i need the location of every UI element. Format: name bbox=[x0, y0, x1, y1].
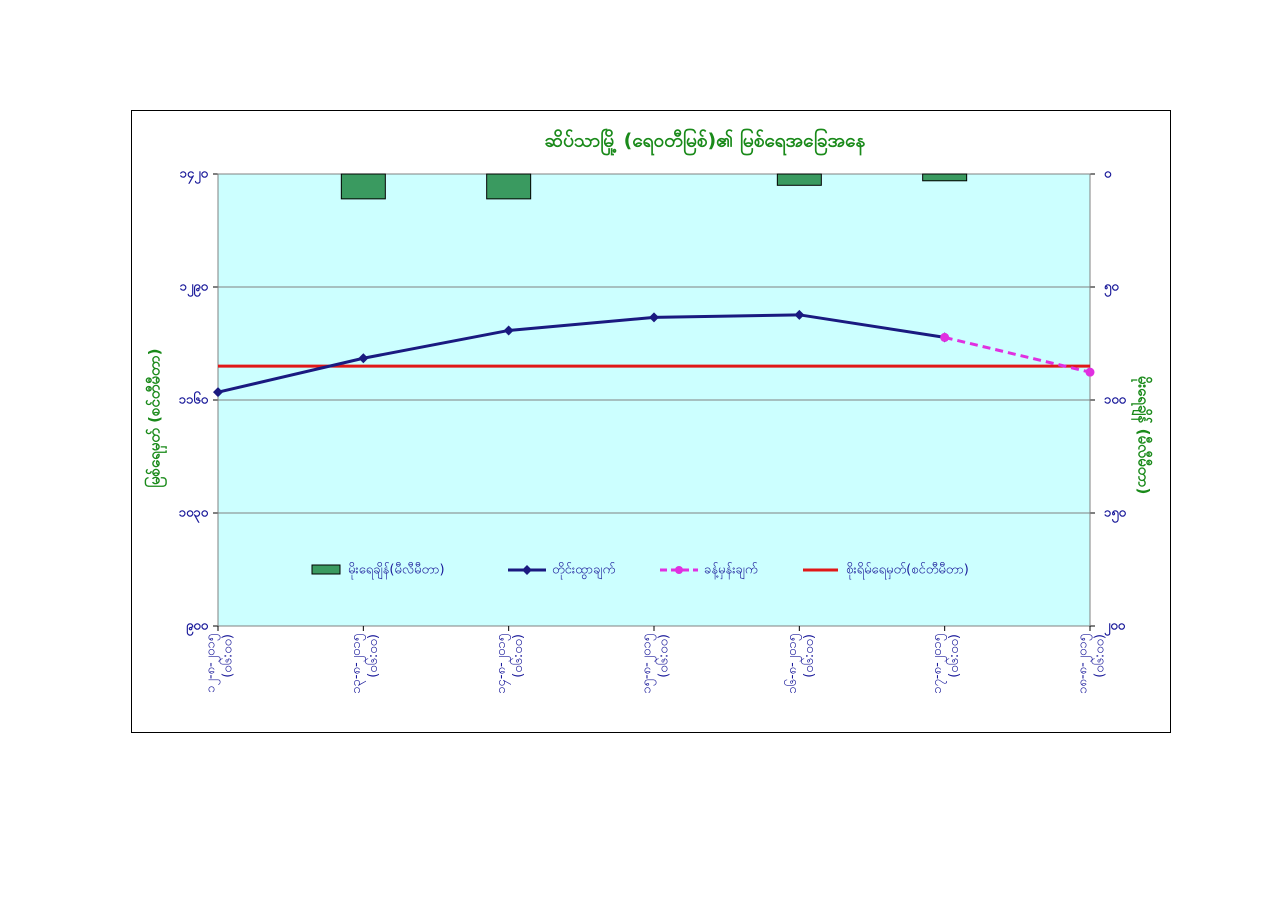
x-tick-label: (၀၆:၀၀) bbox=[801, 634, 817, 678]
marker bbox=[940, 332, 950, 342]
x-tick-label: ၁၂-၈-၂၀၁၅ bbox=[204, 634, 221, 693]
x-tick-label: ၁၆-၈-၂၀၁၅ bbox=[784, 634, 802, 694]
y-tick-label: ၁၄၂၀ bbox=[180, 167, 209, 185]
legend-label: ခန့်မှန်းချက် bbox=[704, 562, 758, 580]
legend-marker bbox=[522, 565, 532, 575]
x-tick-label: ၁၇-၈-၂၀၁၅ bbox=[930, 634, 947, 694]
x-tick-label: (၀၆:၀၀) bbox=[1092, 634, 1108, 678]
x-tick-label: ၁၄-၈-၂၀၁၅ bbox=[494, 634, 511, 694]
marker bbox=[358, 353, 369, 364]
y-tick-label: ၁၁၆၀ bbox=[179, 391, 209, 408]
legend-swatch bbox=[311, 564, 341, 575]
marker bbox=[213, 387, 223, 398]
x-tick-label: ၁၃-၈-၂၀၁၅ bbox=[349, 634, 366, 694]
marker bbox=[503, 325, 514, 336]
x-tick-label: ၁၅-၈-၂၀၁၅ bbox=[640, 634, 657, 694]
y2-tick-label: ၁၅၀ bbox=[1104, 506, 1127, 524]
y-tick-label: ၁၂၉၀ bbox=[180, 280, 209, 298]
bar bbox=[922, 173, 968, 182]
legend-label: တိုင်းထွာချက် bbox=[552, 562, 615, 580]
x-tick-label: (၀၆:၀၀) bbox=[656, 634, 672, 678]
y-tick-label: ၁၀၃၀ bbox=[179, 506, 209, 524]
legend-label: စိုးရိမ်ရေမှတ်(စင်တီမီတာ) bbox=[846, 562, 969, 580]
marker bbox=[649, 312, 659, 323]
y2-axis-label: မိုးရေချိန် (မီလီမီတာ) bbox=[1131, 376, 1154, 495]
marker bbox=[1085, 367, 1095, 377]
marker bbox=[794, 309, 805, 320]
y2-tick-label: ၂၀၀ bbox=[1104, 619, 1126, 637]
y2-tick-label: ၅၀ bbox=[1104, 280, 1119, 298]
observed-line bbox=[217, 313, 945, 394]
x-tick-label: (၀၆:၀၀) bbox=[220, 634, 236, 678]
y2-tick-label: ၀ bbox=[1104, 167, 1112, 182]
y-tick-label: ၉၀၀ bbox=[186, 619, 209, 637]
bar bbox=[486, 173, 532, 200]
x-tick-label: ၁၈-၈-၂၀၁၅ bbox=[1076, 634, 1093, 694]
x-tick-label: (၀၆:၀၀) bbox=[510, 634, 526, 678]
bar bbox=[340, 173, 386, 200]
y2-tick-label: ၁၀၀ bbox=[1104, 393, 1127, 408]
forecast-line bbox=[944, 335, 1091, 374]
x-tick-label: (၀၆:၀၀) bbox=[365, 634, 381, 678]
bar bbox=[776, 173, 822, 186]
legend-marker bbox=[675, 566, 683, 574]
legend-label: မိုးရေချိန်(မီလီမီတာ) bbox=[348, 562, 445, 580]
x-tick-label: (၀၆:၀၀) bbox=[946, 634, 962, 678]
